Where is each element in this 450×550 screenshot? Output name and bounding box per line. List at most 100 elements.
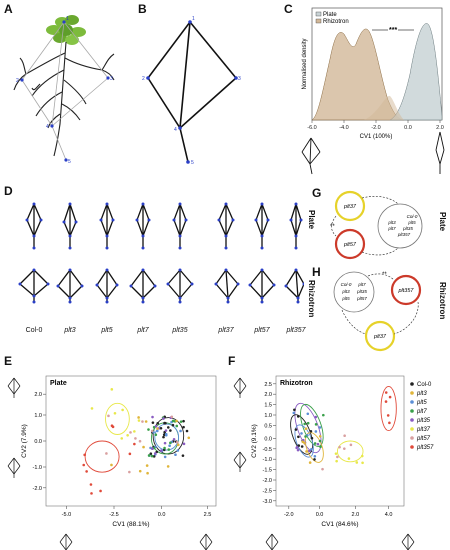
data-point (159, 426, 163, 430)
density-plot: Plate Rhizotron *** -6.0 -4.0 -2.0 0.0 2… (302, 7, 444, 140)
data-point (163, 441, 167, 445)
data-point (128, 452, 132, 456)
genotype-plt37: plt37 (218, 327, 234, 334)
data-point (179, 429, 182, 433)
panel-label-a: A (4, 2, 13, 16)
x-tick-label: -2.5 (109, 512, 118, 518)
g-side-label: Plate (438, 212, 447, 232)
data-point (138, 439, 142, 443)
genotype-plt57: plt57 (254, 327, 270, 334)
significance-stars: *** (389, 27, 397, 34)
y-tick-label: 2.0 (34, 392, 42, 398)
skeleton-rhizotron-1 (56, 268, 84, 304)
skeleton-rhizotron-5 (214, 268, 240, 304)
data-point (313, 458, 316, 461)
data-point (111, 425, 115, 429)
x-tick-label: 4.0 (385, 512, 393, 518)
data-point (163, 455, 167, 459)
data-point (150, 454, 154, 458)
y-tick-label: 0.5 (264, 423, 272, 429)
data-point (347, 457, 351, 460)
data-point (349, 443, 353, 447)
data-point (85, 470, 88, 473)
skeleton-rhizotron-7 (284, 268, 304, 304)
legend-rhizotron: Rhizotron (323, 19, 349, 25)
circle-plt37 (364, 320, 396, 352)
legend-swatch (410, 436, 414, 440)
skeleton-plate-3 (135, 202, 151, 250)
x-axis-label: CV1 (88.1%) (112, 521, 149, 528)
data-point (176, 449, 180, 452)
data-point (182, 419, 185, 423)
data-point (129, 431, 132, 434)
data-point (322, 413, 325, 417)
skeleton-plate-0 (25, 202, 43, 250)
plot-title: Plate (50, 380, 67, 387)
legend-swatch (410, 400, 414, 404)
legend-swatch (410, 391, 414, 395)
data-point (182, 425, 185, 429)
data-point (296, 448, 300, 452)
data-point (316, 442, 320, 446)
root-branches (13, 41, 115, 157)
data-point (306, 412, 310, 416)
data-point (166, 426, 170, 429)
data-point (82, 463, 86, 467)
y-tick-label: 0.0 (34, 439, 42, 445)
cluster-item: plt35 (356, 289, 367, 294)
data-point (388, 421, 391, 425)
data-point (292, 411, 296, 415)
graph-node-2: 2 (142, 76, 145, 82)
graph-node-1: 1 (192, 16, 195, 22)
y-tick-label: -0.5 (263, 447, 272, 453)
data-point (167, 448, 171, 451)
data-point (90, 407, 94, 410)
y-tick-label: 0.0 (264, 436, 272, 442)
data-point (303, 422, 307, 426)
genotype-col0: Col-0 (25, 327, 43, 334)
y-tick-label: 1.0 (34, 413, 42, 419)
confidence-ellipse (84, 440, 120, 473)
cluster-item: plt7 (357, 282, 366, 287)
data-point (295, 446, 298, 450)
node-label-1: 1 (66, 16, 69, 22)
data-point (126, 434, 129, 437)
data-point (133, 430, 136, 433)
data-point (293, 408, 296, 412)
confidence-ellipse (380, 385, 397, 432)
graph-node-4: 4 (174, 127, 177, 133)
data-point (146, 471, 149, 475)
plot-frame (45, 375, 217, 507)
data-point (150, 429, 154, 433)
legend-swatch (410, 382, 414, 386)
data-point (138, 469, 142, 473)
legend-label: plt5 (416, 400, 427, 406)
skeleton-rhizotron-3 (129, 268, 157, 304)
skeleton-rhizotron-6 (248, 268, 276, 304)
data-point (307, 449, 311, 453)
data-point (300, 432, 303, 435)
x-tick-label: 0.0 (158, 512, 166, 518)
confidence-ellipse (304, 432, 324, 463)
data-point (152, 455, 156, 458)
skeleton-plate-4 (172, 202, 188, 250)
panel-label-g: G (312, 186, 322, 200)
skeleton-grid (18, 202, 304, 304)
plot-title: Rhizotron (280, 380, 313, 387)
skeleton-plate-5 (217, 202, 235, 250)
label-plt37: plt37 (343, 204, 357, 210)
data-point (187, 436, 191, 440)
xtick: 0.0 (404, 125, 412, 131)
data-point (133, 442, 136, 446)
cluster-item: plt5 (341, 296, 350, 301)
data-point (164, 433, 168, 437)
root-system-drawing: 1 2 3 4 5 (13, 15, 115, 165)
data-point (306, 421, 310, 425)
data-point (145, 464, 149, 467)
signif-h: ** (382, 272, 387, 278)
genotype-plt7: plt7 (137, 327, 149, 334)
data-point (154, 424, 158, 428)
scatter-rhizotron: Rhizotron -2.0 0.0 2.0 4.0 2.5 2.0 1.5 1.0 0.5 0.0… (233, 375, 434, 550)
y-tick-label: 1.5 (264, 403, 272, 409)
legend-swatch (410, 445, 414, 449)
